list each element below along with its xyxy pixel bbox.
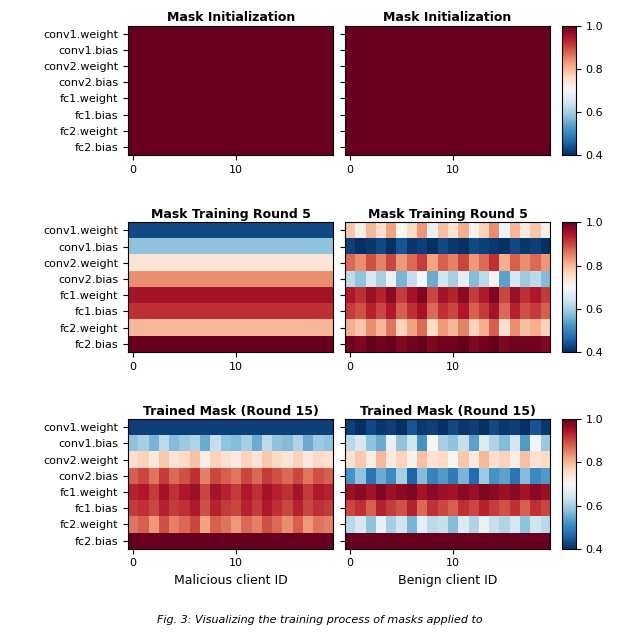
Title: Trained Mask (Round 15): Trained Mask (Round 15) xyxy=(360,405,536,418)
Title: Mask Training Round 5: Mask Training Round 5 xyxy=(151,208,310,221)
Title: Mask Initialization: Mask Initialization xyxy=(383,11,511,24)
Title: Mask Initialization: Mask Initialization xyxy=(166,11,295,24)
Title: Trained Mask (Round 15): Trained Mask (Round 15) xyxy=(143,405,319,418)
Text: Fig. 3: Visualizing the training process of masks applied to: Fig. 3: Visualizing the training process… xyxy=(157,615,483,625)
X-axis label: Benign client ID: Benign client ID xyxy=(398,574,497,587)
X-axis label: Malicious client ID: Malicious client ID xyxy=(174,574,287,587)
Title: Mask Training Round 5: Mask Training Round 5 xyxy=(367,208,527,221)
